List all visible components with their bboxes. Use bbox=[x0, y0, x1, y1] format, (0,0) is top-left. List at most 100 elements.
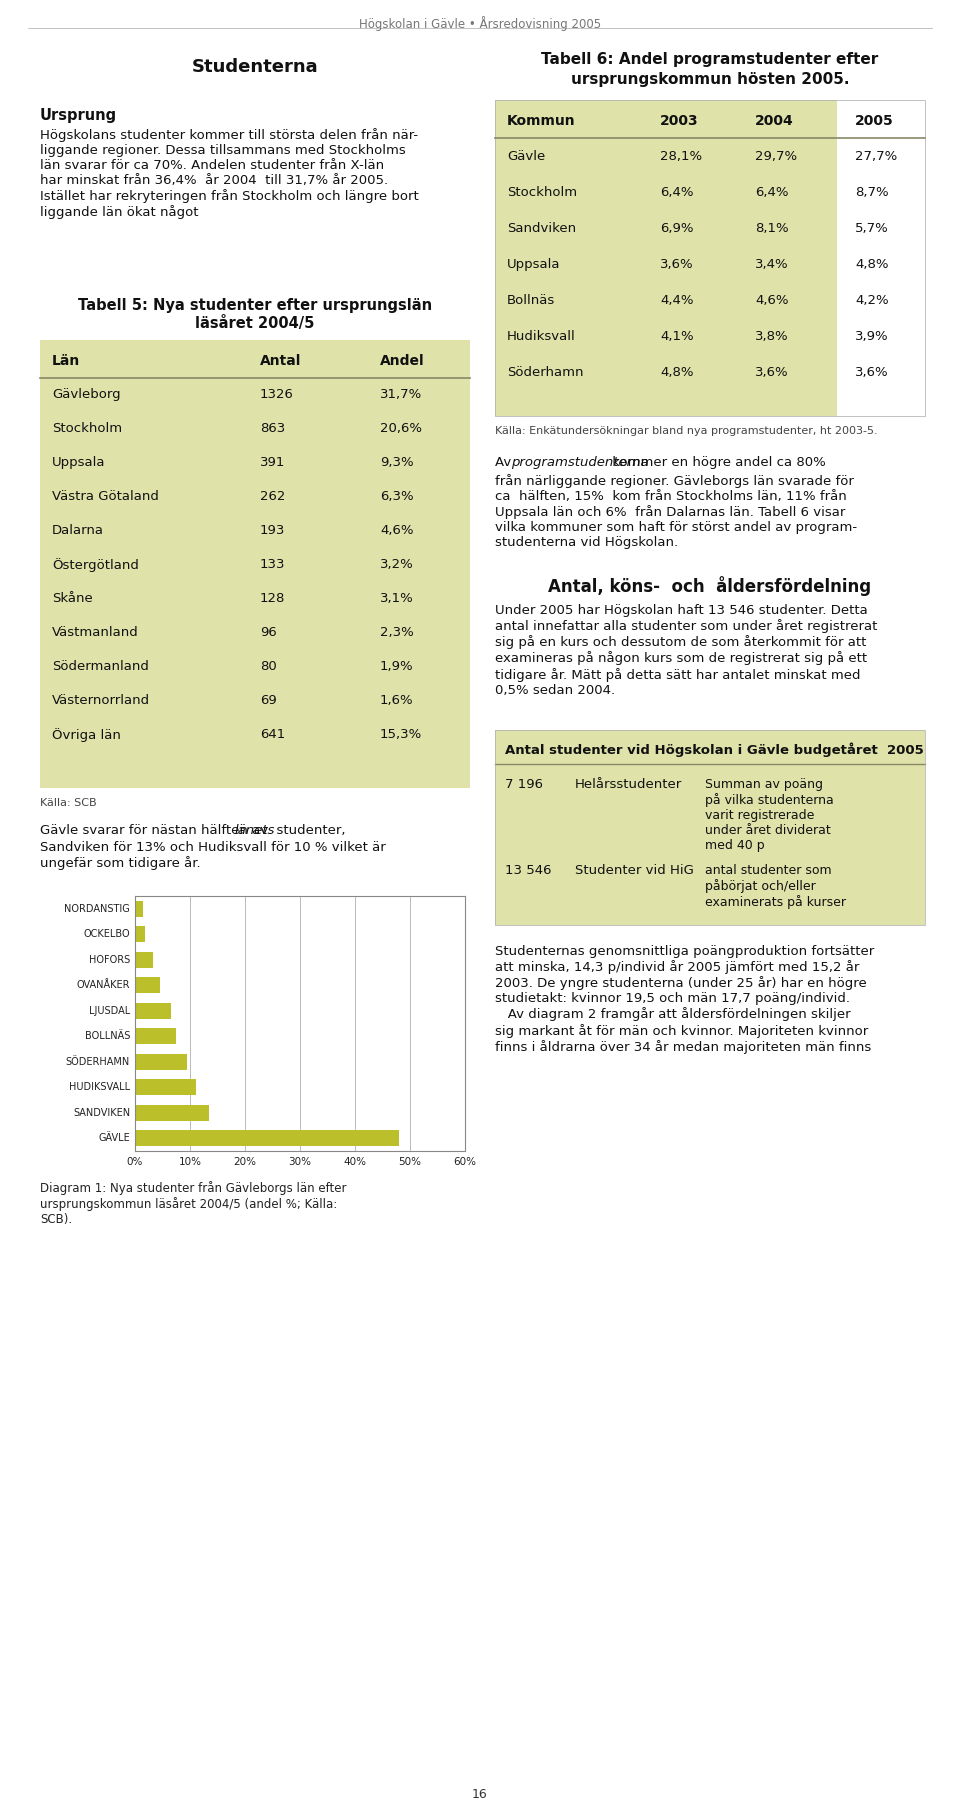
Text: ursprungskommun hösten 2005.: ursprungskommun hösten 2005. bbox=[571, 72, 850, 87]
Text: Bollnäs: Bollnäs bbox=[507, 295, 555, 307]
Text: Högskolan i Gävle • Årsredovisning 2005: Högskolan i Gävle • Årsredovisning 2005 bbox=[359, 16, 601, 31]
Text: Sandviken för 13% och Hudiksvall för 10 % vilket är
ungefär som tidigare år.: Sandviken för 13% och Hudiksvall för 10 … bbox=[40, 840, 386, 871]
Text: Under 2005 har Högskolan haft 13 546 studenter. Detta
antal innefattar alla stud: Under 2005 har Högskolan haft 13 546 stu… bbox=[495, 604, 877, 698]
Bar bbox=[135, 927, 145, 941]
Text: 3,2%: 3,2% bbox=[380, 558, 414, 571]
Text: NORDANSTIG: NORDANSTIG bbox=[64, 904, 130, 914]
Text: 1,6%: 1,6% bbox=[380, 694, 414, 707]
Text: 3,6%: 3,6% bbox=[855, 367, 889, 379]
Bar bbox=[40, 340, 470, 788]
Text: Gävle: Gävle bbox=[507, 150, 545, 163]
Bar bbox=[495, 99, 837, 416]
Text: 4,6%: 4,6% bbox=[380, 524, 414, 537]
Text: Hudiksvall: Hudiksvall bbox=[507, 331, 576, 343]
Bar bbox=[135, 978, 159, 994]
Text: 2004: 2004 bbox=[755, 114, 794, 128]
Text: Västernorrland: Västernorrland bbox=[52, 694, 150, 707]
Text: Stockholm: Stockholm bbox=[507, 186, 577, 199]
Text: 5,7%: 5,7% bbox=[855, 222, 889, 235]
Text: 40%: 40% bbox=[344, 1156, 367, 1167]
Text: programstudenterna: programstudenterna bbox=[511, 455, 649, 470]
Text: Antal studenter vid Högskolan i Gävle budgetåret  2005: Antal studenter vid Högskolan i Gävle bu… bbox=[505, 743, 924, 757]
Bar bbox=[135, 1104, 209, 1120]
Text: 27,7%: 27,7% bbox=[855, 150, 898, 163]
Text: 50%: 50% bbox=[398, 1156, 421, 1167]
Text: Uppsala: Uppsala bbox=[507, 258, 561, 271]
Text: 69: 69 bbox=[260, 694, 276, 707]
Bar bbox=[135, 952, 153, 969]
Text: 13 546: 13 546 bbox=[505, 864, 551, 876]
Text: 20,6%: 20,6% bbox=[380, 423, 422, 435]
Text: 20%: 20% bbox=[233, 1156, 256, 1167]
Text: Av: Av bbox=[495, 455, 516, 470]
Text: 4,8%: 4,8% bbox=[660, 367, 693, 379]
Text: 15,3%: 15,3% bbox=[380, 728, 422, 741]
Bar bbox=[135, 1079, 196, 1095]
Bar bbox=[135, 900, 143, 916]
Text: Summan av poäng
på vilka studenterna
varit registrerade
under året dividerat
med: Summan av poäng på vilka studenterna var… bbox=[705, 779, 833, 853]
Text: 641: 641 bbox=[260, 728, 285, 741]
Text: Antal, köns-  och  åldersfördelning: Antal, köns- och åldersfördelning bbox=[548, 576, 872, 596]
Text: Högskolans studenter kommer till största delen från när-
liggande regioner. Dess: Högskolans studenter kommer till största… bbox=[40, 128, 419, 219]
Bar bbox=[135, 1028, 177, 1044]
Text: Stockholm: Stockholm bbox=[52, 423, 122, 435]
Text: 28,1%: 28,1% bbox=[660, 150, 702, 163]
Text: BOLLNÄS: BOLLNÄS bbox=[84, 1032, 130, 1041]
Text: antal studenter som
påbörjat och/eller
examinerats på kurser: antal studenter som påbörjat och/eller e… bbox=[705, 864, 846, 909]
Bar bbox=[495, 99, 925, 416]
Text: Gävle svarar för nästan hälften av: Gävle svarar för nästan hälften av bbox=[40, 824, 273, 837]
Text: Dalarna: Dalarna bbox=[52, 524, 104, 537]
Text: Ursprung: Ursprung bbox=[40, 108, 117, 123]
Text: 2005: 2005 bbox=[855, 114, 894, 128]
Text: 3,1%: 3,1% bbox=[380, 593, 414, 605]
Text: Studenterna: Studenterna bbox=[192, 58, 319, 76]
Text: 4,2%: 4,2% bbox=[855, 295, 889, 307]
Text: Gävleborg: Gävleborg bbox=[52, 389, 121, 401]
Text: 133: 133 bbox=[260, 558, 285, 571]
Text: OVANÅKER: OVANÅKER bbox=[77, 979, 130, 990]
Text: LJUSDAL: LJUSDAL bbox=[88, 1006, 130, 1016]
Text: 2,3%: 2,3% bbox=[380, 625, 414, 640]
Text: Övriga län: Övriga län bbox=[52, 728, 121, 743]
Text: 2003: 2003 bbox=[660, 114, 699, 128]
Text: 6,3%: 6,3% bbox=[380, 490, 414, 502]
Text: OCKELBO: OCKELBO bbox=[84, 929, 130, 940]
Text: 8,7%: 8,7% bbox=[855, 186, 889, 199]
Text: 3,6%: 3,6% bbox=[660, 258, 694, 271]
Text: 7 196: 7 196 bbox=[505, 779, 543, 791]
Text: 31,7%: 31,7% bbox=[380, 389, 422, 401]
Text: 6,4%: 6,4% bbox=[755, 186, 788, 199]
Text: Tabell 5: Nya studenter efter ursprungslän: Tabell 5: Nya studenter efter ursprungsl… bbox=[78, 298, 432, 313]
Text: 60%: 60% bbox=[453, 1156, 476, 1167]
Text: 0%: 0% bbox=[127, 1156, 143, 1167]
Text: 3,9%: 3,9% bbox=[855, 331, 889, 343]
Text: Diagram 1: Nya studenter från Gävleborgs län efter
ursprungskommun läsåret 2004/: Diagram 1: Nya studenter från Gävleborgs… bbox=[40, 1182, 347, 1227]
Text: Södermanland: Södermanland bbox=[52, 660, 149, 672]
Text: Tabell 6: Andel programstudenter efter: Tabell 6: Andel programstudenter efter bbox=[541, 52, 878, 67]
Bar bbox=[135, 1053, 187, 1070]
Text: 128: 128 bbox=[260, 593, 285, 605]
Text: 10%: 10% bbox=[179, 1156, 202, 1167]
Text: Uppsala: Uppsala bbox=[52, 455, 106, 470]
Text: 262: 262 bbox=[260, 490, 285, 502]
Bar bbox=[495, 730, 925, 925]
Text: Kommun: Kommun bbox=[507, 114, 576, 128]
Text: 6,9%: 6,9% bbox=[660, 222, 693, 235]
Text: SÖDERHAMN: SÖDERHAMN bbox=[65, 1057, 130, 1066]
Text: 8,1%: 8,1% bbox=[755, 222, 788, 235]
Text: Källa: Enkätundersökningar bland nya programstudenter, ht 2003-5.: Källa: Enkätundersökningar bland nya pro… bbox=[495, 426, 877, 435]
Bar bbox=[135, 1129, 399, 1146]
Text: SANDVIKEN: SANDVIKEN bbox=[73, 1108, 130, 1119]
Text: 96: 96 bbox=[260, 625, 276, 640]
Text: Antal: Antal bbox=[260, 354, 301, 369]
Text: 863: 863 bbox=[260, 423, 285, 435]
Text: 9,3%: 9,3% bbox=[380, 455, 414, 470]
Text: 80: 80 bbox=[260, 660, 276, 672]
Text: 193: 193 bbox=[260, 524, 285, 537]
Text: länets: länets bbox=[234, 824, 275, 837]
Text: 3,4%: 3,4% bbox=[755, 258, 788, 271]
Text: Län: Län bbox=[52, 354, 81, 369]
Text: Sandviken: Sandviken bbox=[507, 222, 576, 235]
Text: 4,1%: 4,1% bbox=[660, 331, 694, 343]
Text: 16: 16 bbox=[472, 1787, 488, 1802]
